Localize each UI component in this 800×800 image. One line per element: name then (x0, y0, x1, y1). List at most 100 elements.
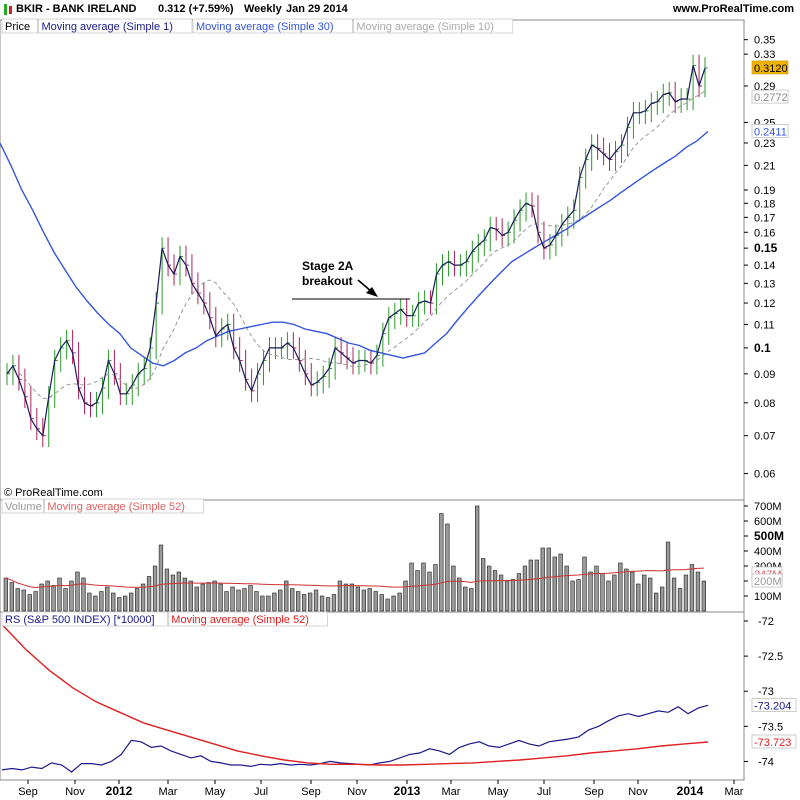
rs-legend-item: RS (S&P 500 INDEX) [*10000] (5, 614, 155, 626)
x-tick-label: Sep (18, 786, 38, 798)
price-bar (352, 347, 357, 375)
ma10-line (6, 90, 706, 400)
ma30-path (0, 130, 709, 367)
rs-panel-frame (0, 611, 745, 781)
volume-bar (409, 562, 414, 612)
volume-bar (325, 597, 331, 612)
volume-bar (75, 571, 80, 612)
svg-text:0.2772: 0.2772 (754, 92, 788, 104)
volume-bar (659, 586, 665, 612)
legends: Price Moving average (Simple 1) Moving ave… (1, 18, 514, 627)
volume-bar (236, 589, 241, 612)
rs-ma-badge: -73.723 (751, 734, 797, 749)
price-tick-label: 0.11 (754, 319, 775, 331)
price-tick-label: 0.07 (754, 431, 775, 443)
volume-bar (99, 591, 104, 612)
volume-bar (474, 505, 480, 612)
volume-bar (9, 582, 15, 612)
volume-bar (671, 577, 677, 612)
volume-bar (105, 586, 110, 612)
x-axis: Sep Nov 2012 Mar May Jul Sep Nov 2013 Mar May Jul Se… (18, 780, 744, 798)
price-axis: 0.350.330.290.250.230.210.190.180.170.16… (744, 35, 778, 481)
price-tick-label: 0.12 (754, 298, 775, 310)
ma30-line (0, 130, 709, 367)
volume-bar (284, 580, 289, 612)
price-bar (704, 57, 709, 98)
volume-bar (653, 592, 659, 612)
volume-bar (278, 589, 283, 612)
website-label: www.ProRealTime.com (672, 3, 794, 15)
price-tick-label: 0.35 (754, 35, 775, 47)
volume-bar (15, 588, 20, 612)
price-bar (322, 365, 327, 394)
header-bar: BKIR - BANK IRELAND 0.312 (+7.59%) Weekl… (0, 0, 800, 20)
price-tick-label: 0.25 (754, 117, 775, 129)
volume-bar (498, 574, 504, 612)
volume-bar (230, 586, 235, 612)
candle-icon-2 (9, 6, 12, 14)
price-legend-box (38, 18, 193, 34)
x-tick-label: 2012 (106, 784, 133, 798)
price-bar (394, 302, 398, 330)
price-tick-label: 0.16 (754, 227, 775, 239)
volume-bar (182, 577, 188, 612)
volume-legend-box (44, 498, 205, 514)
rs-path (1, 704, 709, 773)
price-tick-label: 0.18 (754, 198, 775, 210)
ma10-path (6, 90, 706, 400)
volume-bar (683, 574, 689, 612)
volume-bar (463, 586, 468, 612)
volume-bar (307, 592, 313, 612)
price-tick-label: 0.33 (754, 49, 775, 61)
volume-legend-item: Moving average (Simple 52) (47, 501, 185, 513)
volume-bar (260, 595, 265, 612)
svg-text:0.2411: 0.2411 (754, 126, 787, 138)
volume-bar (361, 589, 367, 612)
price-legend-box (192, 18, 353, 34)
price-bar (644, 100, 649, 125)
volume-bar (3, 577, 9, 612)
volume-bar (552, 556, 557, 612)
x-tick-label: Nov (347, 786, 367, 798)
volume-bar (534, 559, 540, 612)
volume-bar (564, 565, 569, 612)
rs-axis: -72 -72.5 -73 -73.5 -74 (744, 616, 783, 768)
rs-legend-item: Moving average (Simple 52) (171, 614, 309, 626)
volume-bar (152, 565, 158, 612)
x-tick-label: Sep (584, 786, 604, 798)
price-bar (698, 54, 703, 98)
svg-text:200M: 200M (754, 576, 782, 588)
price-legend-item: Price (5, 21, 30, 33)
price-bar (358, 349, 362, 375)
price-bar (197, 272, 201, 305)
volume-bar (27, 594, 32, 612)
price-tick-label: 0.13 (754, 278, 775, 290)
volume-bar (677, 588, 683, 612)
volume-bar (624, 568, 629, 612)
volume-bar (123, 595, 128, 612)
price-tick-label: 0.15 (754, 241, 778, 255)
price-legend-item: Moving average (Simple 1) (42, 21, 173, 33)
annotation-line1: Stage 2A (302, 259, 354, 273)
price-bar (662, 83, 667, 114)
x-tick-label: 2014 (677, 784, 704, 798)
price-tick-label: 0.14 (754, 260, 775, 272)
volume-bar (504, 580, 510, 612)
volume-bar (367, 588, 372, 612)
volume-bar (224, 591, 229, 612)
volume-bar (642, 574, 647, 612)
svg-text:-73.204: -73.204 (754, 701, 791, 713)
price-bar (501, 218, 506, 247)
volume-bar (522, 565, 528, 612)
volume-bar (218, 583, 223, 612)
volume-bar (486, 565, 492, 612)
volume-bar (21, 589, 26, 612)
price-bar (471, 240, 476, 273)
volume-bar (373, 591, 378, 612)
volume-bar (510, 579, 516, 612)
volume-bar (588, 571, 593, 612)
candle-icon (4, 4, 7, 15)
